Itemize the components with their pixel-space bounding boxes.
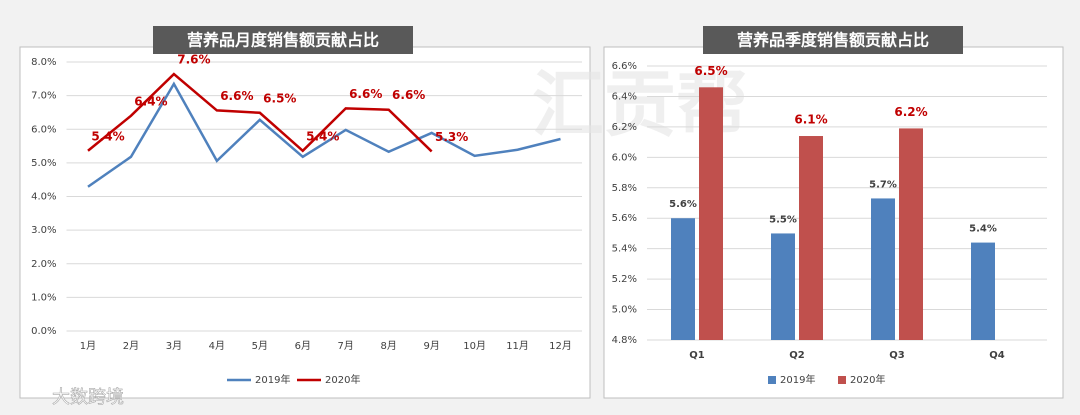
y-tick-label: 6.4% bbox=[612, 91, 637, 102]
bar bbox=[899, 128, 923, 340]
x-tick-label: 4月 bbox=[209, 340, 225, 352]
x-tick-label: 11月 bbox=[506, 340, 529, 352]
y-tick-label: 3.0% bbox=[31, 225, 56, 236]
y-tick-label: 1.0% bbox=[31, 292, 56, 303]
y-tick-label: 5.0% bbox=[612, 305, 637, 316]
x-tick-label: Q1 bbox=[689, 350, 705, 361]
value-label: 5.6% bbox=[669, 199, 697, 210]
y-tick-label: 5.2% bbox=[612, 274, 637, 285]
logo-text: 大数跨境 bbox=[52, 387, 124, 408]
legend-label: 2019年 bbox=[780, 373, 815, 386]
legend-label: 2019年 bbox=[255, 373, 290, 386]
value-label: 6.5% bbox=[263, 91, 296, 105]
chart-title: 营养品季度销售额贡献占比 bbox=[737, 31, 929, 50]
line bbox=[87, 81, 561, 188]
panel bbox=[19, 46, 591, 399]
legend-swatch bbox=[768, 376, 776, 384]
y-tick-label: 5.0% bbox=[31, 158, 56, 169]
bar bbox=[971, 242, 995, 340]
y-tick-label: 4.0% bbox=[31, 192, 56, 203]
title-box bbox=[703, 26, 963, 54]
bar bbox=[699, 87, 723, 340]
value-label: 6.5% bbox=[694, 64, 727, 78]
y-tick-label: 6.0% bbox=[612, 152, 637, 163]
value-label: 6.4% bbox=[134, 94, 167, 108]
bar bbox=[671, 218, 695, 340]
value-label: 6.6% bbox=[220, 89, 253, 103]
value-label: 5.7% bbox=[869, 179, 897, 190]
x-tick-label: 12月 bbox=[549, 340, 572, 352]
value-label: 6.6% bbox=[349, 87, 382, 101]
title-box bbox=[153, 26, 413, 54]
bar bbox=[771, 233, 795, 340]
y-tick-label: 5.8% bbox=[612, 183, 637, 194]
y-tick-label: 6.0% bbox=[31, 124, 56, 135]
x-tick-label: 5月 bbox=[252, 340, 268, 352]
y-tick-label: 2.0% bbox=[31, 259, 56, 270]
y-tick-label: 5.6% bbox=[612, 213, 637, 224]
bar bbox=[871, 198, 895, 340]
bar bbox=[799, 136, 823, 340]
x-tick-label: 9月 bbox=[423, 340, 439, 352]
value-label: 6.6% bbox=[392, 88, 425, 102]
x-tick-label: Q3 bbox=[889, 350, 905, 361]
value-label: 5.4% bbox=[306, 129, 339, 143]
y-tick-label: 7.0% bbox=[31, 91, 56, 102]
legend-label: 2020年 bbox=[325, 373, 360, 386]
legend-swatch bbox=[838, 376, 846, 384]
y-tick-label: 8.0% bbox=[31, 57, 56, 68]
x-tick-label: 2月 bbox=[123, 340, 139, 352]
value-label: 5.3% bbox=[435, 130, 468, 144]
y-tick-label: 6.6% bbox=[612, 61, 637, 72]
x-tick-label: Q2 bbox=[789, 350, 805, 361]
value-label: 5.5% bbox=[769, 214, 797, 225]
x-tick-label: 10月 bbox=[463, 340, 486, 352]
value-label: 5.4% bbox=[969, 224, 997, 235]
value-label: 6.1% bbox=[794, 113, 827, 127]
x-tick-label: 7月 bbox=[338, 340, 354, 352]
y-tick-label: 0.0% bbox=[31, 326, 56, 337]
x-tick-label: 1月 bbox=[80, 340, 96, 352]
x-tick-label: 6月 bbox=[295, 340, 311, 352]
y-tick-label: 6.2% bbox=[612, 122, 637, 133]
x-tick-label: Q4 bbox=[989, 350, 1005, 361]
y-tick-label: 5.4% bbox=[612, 244, 637, 255]
y-tick-label: 4.8% bbox=[612, 335, 637, 346]
legend-label: 2020年 bbox=[850, 373, 885, 386]
chart-title: 营养品月度销售额贡献占比 bbox=[187, 31, 379, 50]
value-label: 7.6% bbox=[177, 53, 210, 67]
x-tick-label: 8月 bbox=[381, 340, 397, 352]
value-label: 5.4% bbox=[91, 129, 124, 143]
line bbox=[87, 72, 433, 153]
value-label: 6.2% bbox=[894, 105, 927, 119]
x-tick-label: 3月 bbox=[166, 340, 182, 352]
